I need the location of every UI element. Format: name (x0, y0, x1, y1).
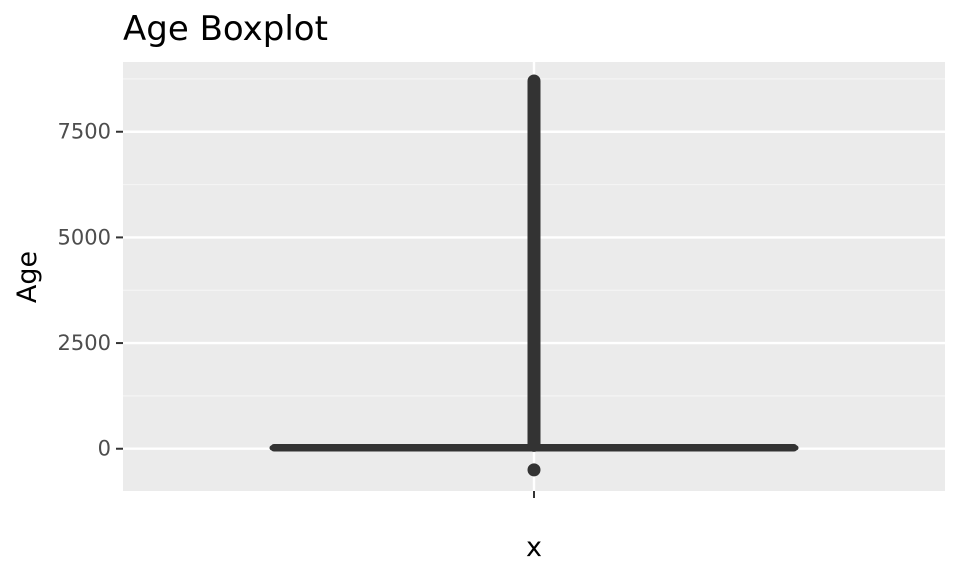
outlier-point-low (527, 463, 541, 477)
chart-title: Age Boxplot (123, 9, 328, 49)
y-tick-label: 0 (98, 437, 111, 461)
y-tick-label: 5000 (58, 225, 111, 249)
x-axis-title: x (526, 532, 542, 563)
y-axis-title: Age (12, 251, 43, 303)
y-tick-label: 7500 (58, 120, 111, 144)
data-layer (269, 74, 799, 477)
axes: 0 2500 5000 7500 (58, 120, 535, 498)
y-tick-label: 2500 (58, 331, 111, 355)
